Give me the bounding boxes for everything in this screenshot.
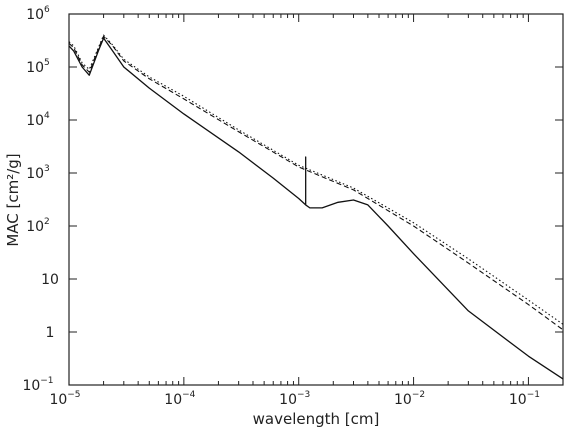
y-tick-labels: 10−1 1 10 102 103 104 105 106 <box>22 5 58 394</box>
series-group <box>68 34 564 380</box>
series-line-dotted <box>68 34 564 325</box>
x-tick-labels: 10−5 10−4 10−3 10−2 10−1 <box>49 390 540 408</box>
x-axis-label: wavelength [cm] <box>253 410 380 428</box>
y-tick-label: 102 <box>26 217 50 235</box>
plot-frame <box>68 13 564 386</box>
y-tick-label: 104 <box>26 111 50 129</box>
x-tick-label: 10−3 <box>279 390 310 408</box>
y-tick-label: 1 <box>46 325 55 341</box>
x-tick-label: 10−1 <box>509 390 540 408</box>
y-tick-label: 105 <box>26 58 50 76</box>
series-line-solid <box>68 37 564 380</box>
y-tick-label: 106 <box>26 5 50 23</box>
y-tick-label: 10 <box>41 272 59 288</box>
series-line-dashed <box>68 35 564 331</box>
x-tick-label: 10−2 <box>394 390 425 408</box>
x-tick-label: 10−5 <box>49 390 80 408</box>
x-tick-label: 10−4 <box>164 390 195 408</box>
y-tick-label: 103 <box>26 164 50 182</box>
y-axis-label: MAC [cm²/g] <box>4 153 22 246</box>
y-tick-label: 10−1 <box>22 376 53 394</box>
axis-ticks <box>68 13 564 386</box>
